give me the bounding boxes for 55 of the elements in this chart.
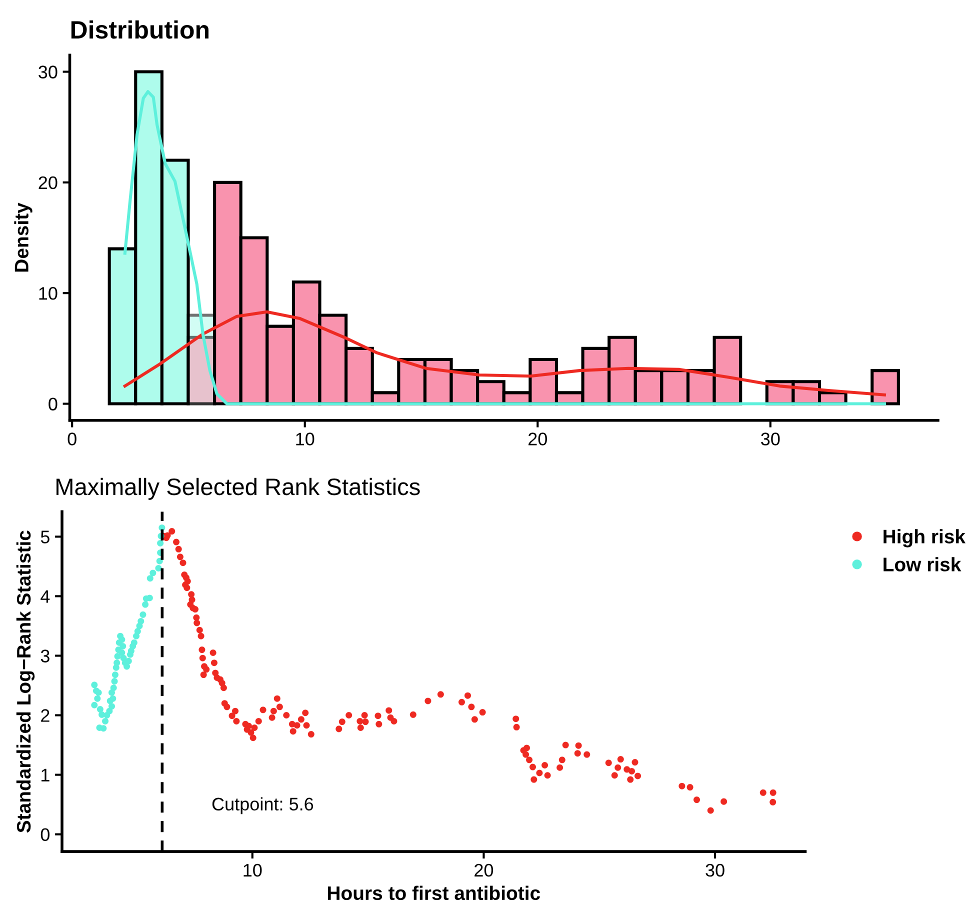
point — [134, 628, 141, 635]
point — [120, 642, 126, 650]
x-tick-label: 30 — [761, 432, 780, 446]
y-axis-title: Density — [14, 202, 32, 272]
y-tick-label: 2 — [41, 709, 50, 722]
point — [142, 601, 149, 608]
point — [140, 611, 146, 618]
point — [108, 703, 116, 710]
point — [156, 558, 163, 564]
y-tick-label: 3 — [40, 650, 50, 662]
y-tick-label: 0 — [48, 398, 58, 410]
point — [111, 678, 118, 685]
legend-label: High risk — [884, 529, 966, 548]
point — [155, 564, 162, 572]
y-tick-label: 10 — [39, 287, 58, 300]
point — [124, 663, 130, 670]
chart-title: Distribution — [71, 20, 208, 39]
point — [118, 636, 126, 643]
point — [94, 695, 101, 702]
point — [146, 575, 154, 582]
point — [130, 639, 138, 646]
point — [157, 540, 164, 546]
y-tick-label: 30 — [38, 66, 58, 78]
annotation: Cutpoint: 5.6 — [212, 797, 314, 814]
chart-title: Maximally Selected Rank Statistics — [56, 478, 420, 500]
point — [114, 660, 120, 666]
point — [91, 682, 98, 688]
point — [112, 672, 118, 678]
point — [146, 594, 153, 602]
point — [100, 725, 107, 732]
x-tick-label: 30 — [706, 864, 724, 877]
legend-label: Low risk — [884, 557, 962, 572]
y-tick-label: 4 — [40, 590, 50, 603]
point — [91, 702, 98, 708]
point — [102, 718, 109, 724]
y-tick-label: 1 — [42, 768, 50, 782]
y-tick-label: 0 — [40, 828, 50, 842]
point — [110, 695, 116, 702]
point — [110, 684, 117, 692]
point — [138, 618, 144, 624]
x-tick-label: 20 — [528, 432, 547, 446]
y-tick-label: 20 — [38, 176, 58, 190]
point — [150, 570, 156, 576]
point — [118, 649, 126, 656]
x-tick-label: 0 — [68, 432, 76, 446]
x-axis-title: Hours to first antibiotic — [328, 886, 540, 900]
point — [114, 653, 121, 660]
x-tick-label: 10 — [244, 864, 262, 877]
y-tick-label: 5 — [40, 530, 50, 544]
y-axis-title: Standardized Log−Rank Statistic — [16, 530, 35, 833]
point — [95, 689, 102, 696]
point — [125, 658, 132, 664]
x-tick-label: 20 — [474, 864, 494, 877]
x-tick-label: 10 — [296, 432, 314, 446]
point — [96, 706, 104, 713]
